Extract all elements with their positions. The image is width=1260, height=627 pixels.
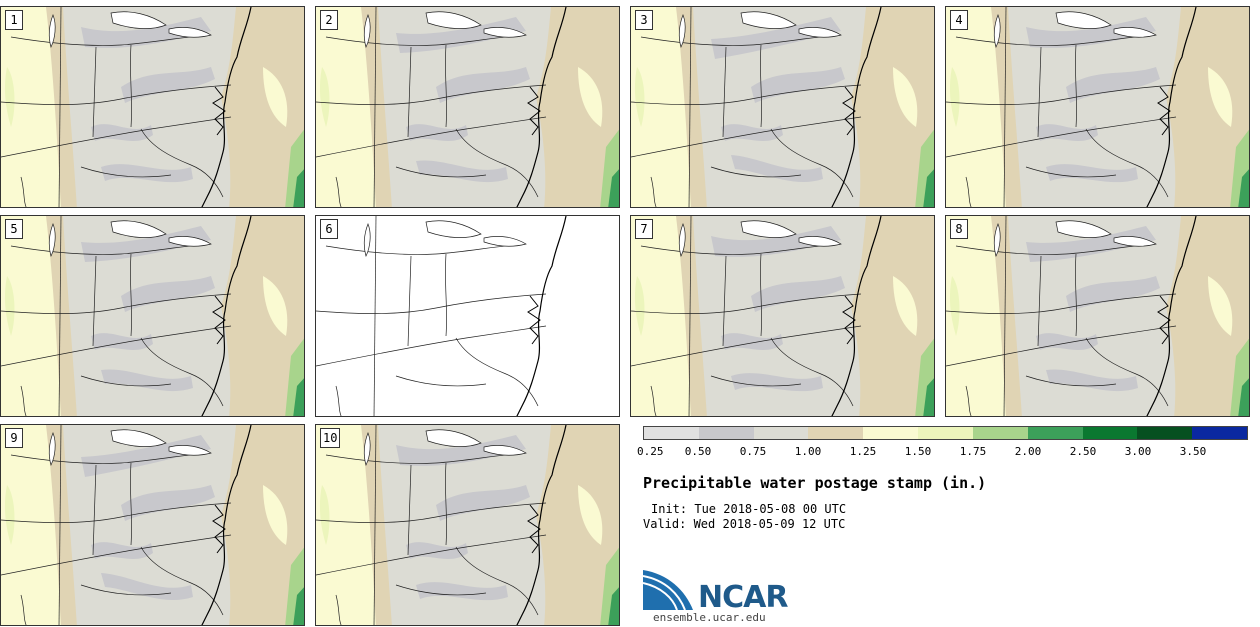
map-panel-10: 10 <box>315 424 620 626</box>
panel-label: 2 <box>320 10 338 30</box>
panel-label: 9 <box>5 428 23 448</box>
map-panel-8: 8 <box>945 215 1250 417</box>
map-panel-1: 1 <box>0 6 305 208</box>
valid-time: Valid: Wed 2018-05-09 12 UTC <box>643 517 846 531</box>
colorbar-segment <box>863 427 919 439</box>
colorbar-segment <box>644 427 699 439</box>
panel-label: 5 <box>5 219 23 239</box>
ncar-logo-text: NCAR <box>698 580 788 615</box>
colorbar-tick-label: 0.75 <box>739 445 767 458</box>
panel-label: 7 <box>635 219 653 239</box>
ncar-logo-icon <box>643 570 693 610</box>
map-panel-5: 5 <box>0 215 305 417</box>
colorbar-ticks: 0.25 0.50 0.75 1.00 1.25 1.50 1.75 2.00 2.50 3.00… <box>637 445 1248 459</box>
map-panel-2: 2 <box>315 6 620 208</box>
colorbar-tick-label: 3.00 <box>1124 445 1152 458</box>
colorbar-tick-label: 3.50 <box>1179 445 1207 458</box>
map-panel-7: 7 <box>630 215 935 417</box>
colorbar-segment <box>1027 427 1083 439</box>
colorbar-segment <box>753 427 809 439</box>
colorbar-segment <box>1082 427 1138 439</box>
panel-label: 1 <box>5 10 23 30</box>
chart-title: Precipitable water postage stamp (in.) <box>643 474 987 492</box>
colorbar-segment <box>972 427 1028 439</box>
map-panel-4: 4 <box>945 6 1250 208</box>
colorbar-tick-label: 0.50 <box>684 445 712 458</box>
colorbar-segment <box>808 427 864 439</box>
colorbar-tick-label: 0.25 <box>637 445 664 458</box>
colorbar-tick-label: 1.75 <box>959 445 987 458</box>
colorbar-tick-label: 1.00 <box>794 445 822 458</box>
colorbar-tick-label: 2.00 <box>1014 445 1042 458</box>
panel-label: 6 <box>320 219 338 239</box>
colorbar <box>643 426 1248 440</box>
map-panel-6: 6 <box>315 215 620 417</box>
panel-label: 4 <box>950 10 968 30</box>
colorbar-segment <box>1137 427 1193 439</box>
colorbar-segment <box>918 427 973 439</box>
colorbar-segment <box>1192 427 1247 439</box>
colorbar-tick-label: 1.25 <box>849 445 877 458</box>
panel-label: 3 <box>635 10 653 30</box>
site-url: ensemble.ucar.edu <box>653 611 766 624</box>
colorbar-tick-label: 2.50 <box>1069 445 1097 458</box>
panel-label: 8 <box>950 219 968 239</box>
panel-label: 10 <box>320 428 341 448</box>
colorbar-tick-label: 1.50 <box>904 445 932 458</box>
map-panel-9: 9 <box>0 424 305 626</box>
colorbar-segment <box>698 427 754 439</box>
init-time: Init: Tue 2018-05-08 00 UTC <box>651 502 847 516</box>
map-panel-3: 3 <box>630 6 935 208</box>
